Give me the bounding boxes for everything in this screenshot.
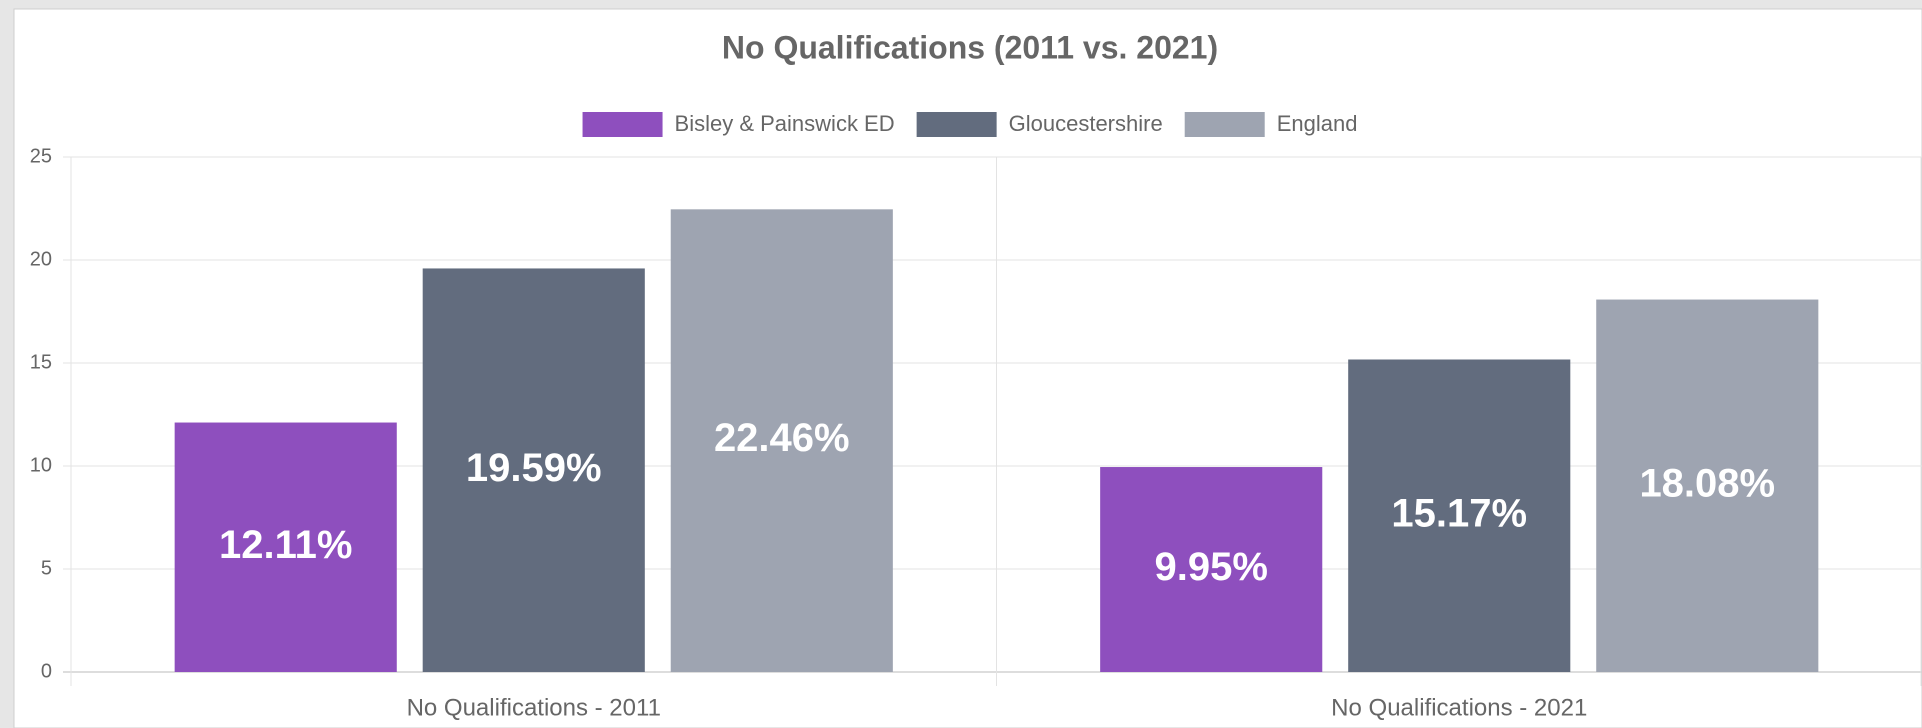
legend-swatch bbox=[916, 112, 997, 137]
bar-value-label: 18.08% bbox=[1639, 461, 1775, 505]
bar-value-label: 22.46% bbox=[714, 416, 850, 460]
bar bbox=[1100, 467, 1323, 672]
y-tick-label: 25 bbox=[30, 145, 52, 167]
y-tick-label: 10 bbox=[30, 454, 52, 476]
y-tick-label: 15 bbox=[30, 351, 52, 373]
bar-value-label: 19.59% bbox=[466, 446, 602, 490]
bar bbox=[1596, 299, 1819, 672]
legend-swatch bbox=[1184, 112, 1265, 137]
x-tick-label: No Qualifications - 2011 bbox=[407, 694, 661, 721]
y-tick-label: 20 bbox=[30, 248, 52, 270]
bar bbox=[422, 268, 645, 672]
legend-label: Gloucestershire bbox=[1009, 111, 1163, 136]
legend: Bisley & Painswick ED Gloucestershire Engl… bbox=[582, 111, 1358, 137]
bar bbox=[670, 209, 893, 672]
chart-title: No Qualifications (2011 vs. 2021) bbox=[722, 29, 1218, 65]
bar bbox=[174, 422, 397, 672]
legend-swatch bbox=[582, 112, 663, 137]
bar-value-label: 9.95% bbox=[1155, 545, 1268, 589]
bar bbox=[1348, 359, 1571, 672]
y-tick-label: 0 bbox=[41, 660, 52, 682]
bar-value-label: 15.17% bbox=[1391, 491, 1527, 535]
legend-label: England bbox=[1277, 111, 1358, 136]
bar-value-label: 12.11% bbox=[219, 523, 352, 567]
legend-label: Bisley & Painswick ED bbox=[675, 111, 895, 136]
x-tick-label: No Qualifications - 2021 bbox=[1331, 694, 1587, 721]
y-tick-label: 5 bbox=[41, 557, 52, 579]
